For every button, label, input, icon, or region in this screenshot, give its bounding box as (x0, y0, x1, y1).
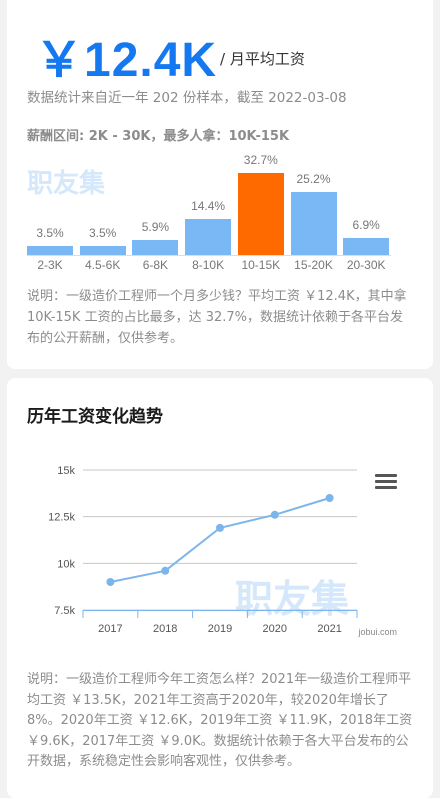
salary-trend-chart: 7.5k 10k 12.5k 15k 2017 2018 2019 2020 2021 jobui… (48, 465, 397, 637)
watermark-logo: 职友集 (235, 577, 350, 621)
data-point (325, 494, 334, 502)
data-point (270, 510, 279, 519)
bar (27, 246, 73, 255)
x-tick-label: 2021 (317, 623, 341, 635)
y-tick-label: 15k (57, 465, 75, 477)
data-point (161, 566, 170, 575)
average-salary-value: ￥12.4K (35, 34, 218, 87)
bar-category-label: 2-3K (37, 258, 63, 272)
x-tick-label: 2017 (98, 623, 122, 635)
trend-section-title: 历年工资变化趋势 (27, 407, 163, 427)
data-point (216, 523, 224, 532)
bar-category-label: 10-15K (241, 258, 281, 272)
hamburger-menu-icon[interactable] (375, 474, 397, 492)
bar-category-label: 4.5-6K (85, 258, 121, 272)
average-salary-unit: / 月平均工资 (220, 50, 305, 68)
chart-credit: jobui.com (357, 627, 397, 637)
series-line (110, 497, 330, 583)
y-tick-label: 12.5k (48, 512, 75, 524)
x-tick-label: 2020 (263, 623, 287, 635)
x-tick-label: 2019 (208, 623, 232, 635)
bar-value-label: 3.5% (89, 226, 117, 241)
sample-meta-text: 数据统计来自近一年 202 份样本，截至 2022-03-08 (27, 90, 347, 106)
bar (237, 173, 284, 255)
y-tick-label: 10k (57, 558, 75, 570)
bar-chart-baseline (27, 255, 391, 256)
bar (132, 240, 179, 255)
bar-value-label: 5.9% (141, 220, 170, 235)
salary-card: ￥12.4K / 月平均工资 数据统计来自近一年 202 份样本，截至 2022… (7, 0, 433, 369)
bar-category-label: 8-10K (192, 258, 225, 272)
bar (79, 246, 126, 255)
x-tick-label: 2018 (153, 623, 177, 635)
bar-category-label: 20-30K (346, 258, 386, 272)
bar-category-label: 15-20K (294, 258, 333, 272)
trend-card: 历年工资变化趋势 职友集 7.5k 10k 12.5k 15k 2017 2018 2019… (7, 378, 433, 798)
y-tick-label: 7.5k (54, 605, 75, 617)
trend-description: 说明：一级造价工程师今年工资怎么样？2021年一级造价工程师平均工资 ￥13.5… (27, 672, 413, 769)
bar (343, 237, 390, 255)
bar (185, 218, 232, 255)
salary-range-text: 薪酬区间: 2K - 30K，最多人拿：10K-15K (27, 129, 290, 144)
bar-value-label: 25.2% (296, 171, 331, 186)
bar-category-label: 6-8K (142, 258, 169, 272)
data-point (106, 578, 115, 586)
bar-value-label: 14.4% (191, 198, 226, 213)
bar-value-label: 6.9% (352, 217, 380, 232)
watermark-logo: 职友集 (27, 169, 106, 199)
salary-description: 说明：一级造价工程师一个月多少钱？平均工资 ￥12.4K，其中拿 10K-15K… (27, 289, 407, 346)
bar (290, 191, 337, 255)
bar-value-label: 3.5% (36, 226, 64, 241)
bar-value-label: 32.7% (243, 153, 278, 167)
